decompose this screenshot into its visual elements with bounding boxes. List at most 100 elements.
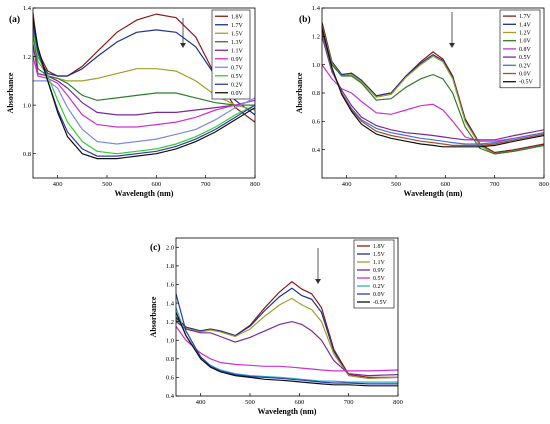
y-tick-label: 1.4 <box>23 5 32 12</box>
down-arrow-icon <box>315 279 321 284</box>
down-arrow-icon <box>449 43 455 48</box>
legend-entry: -0.5V <box>373 300 387 306</box>
legend-entry: 1.7V <box>519 14 532 20</box>
x-tick-label: 500 <box>102 181 112 188</box>
legend-entry: 1.4V <box>519 22 532 28</box>
y-tick-label: 0.6 <box>166 375 175 382</box>
series-line-0.0V <box>176 293 398 385</box>
legend-entry: 1.8V <box>231 14 244 20</box>
series-lines <box>176 280 398 387</box>
series-line-1.5V <box>176 287 398 379</box>
x-axis-label: Wavelength (nm) <box>258 407 317 416</box>
legend-entry: 1.3V <box>231 40 244 46</box>
y-tick-label: 1.4 <box>166 300 175 307</box>
series-line-0.0V <box>33 17 255 160</box>
x-tick-label: 400 <box>196 399 206 406</box>
y-tick-label: 0.8 <box>166 356 174 363</box>
y-tick-label: 1.2 <box>23 54 31 61</box>
legend-entry: 0.0V <box>231 91 244 97</box>
x-axis-label: Wavelength (nm) <box>115 189 174 198</box>
y-axis-label: Absorbance <box>149 296 158 337</box>
series-line-0.5V <box>176 325 398 372</box>
x-tick-label: 600 <box>151 181 161 188</box>
legend-entry: 0.8V <box>519 47 532 53</box>
series-line-1.8V <box>33 12 255 123</box>
x-tick-label: 500 <box>245 399 255 406</box>
y-tick-label: 1.2 <box>166 319 174 326</box>
legend-entry: 0.0V <box>519 72 532 78</box>
x-tick-label: 700 <box>490 181 500 188</box>
series-line-0.9V <box>176 320 398 377</box>
y-tick-label: 1.0 <box>312 62 320 69</box>
x-tick-label: 400 <box>342 181 352 188</box>
panel-c: 400 500 600 700 800 0.4 0.6 0.8 1.0 1.2 1.4 1.6 1.8 2… <box>149 237 403 416</box>
series-lines <box>322 22 544 155</box>
y-tick-label: 0.8 <box>312 90 320 97</box>
y-tick-label: 1.2 <box>312 34 320 41</box>
series-line-1.1V <box>33 44 255 116</box>
legend-entry: -0.5V <box>519 80 533 86</box>
panel-a: 400 500 600 700 800 0.8 1.0 1.2 1.4 Wavelength (n… <box>6 5 260 198</box>
plot-frame <box>32 7 256 179</box>
y-tick-label: 0.4 <box>166 393 175 400</box>
y-axis-label: Absorbance <box>295 72 304 113</box>
series-lines <box>33 12 255 160</box>
y-tick-label: 0.8 <box>23 151 31 158</box>
legend-entry: 1.1V <box>373 260 386 266</box>
y-tick-label: 1.8 <box>166 263 174 270</box>
legend-entry: 0.2V <box>231 82 244 88</box>
panel-label: (c) <box>150 242 161 253</box>
series-line--0.5V <box>322 27 544 148</box>
y-tick-label: 1.0 <box>166 337 174 344</box>
series-line-1.1V <box>176 297 398 379</box>
series-line-1.2V <box>322 26 544 155</box>
panel-label: (a) <box>9 14 20 25</box>
y-tick-label: 1.4 <box>312 5 321 12</box>
legend-entry: 1.7V <box>231 23 244 29</box>
plot-frame <box>175 237 399 397</box>
y-tick-label: 0.4 <box>312 147 321 154</box>
series-line-0.5V <box>322 36 544 141</box>
y-tick-label: 0.6 <box>312 119 321 126</box>
y-tick-label: 1.6 <box>166 282 175 289</box>
legend-box <box>353 239 395 309</box>
series-line-0.8V <box>322 64 544 142</box>
y-tick-label: 1.0 <box>23 102 31 109</box>
legend-entry: 0.7V <box>231 65 244 71</box>
x-tick-label: 600 <box>440 181 450 188</box>
series-line-1.0V <box>322 29 544 155</box>
x-tick-label: 800 <box>539 181 549 188</box>
legend-entry: 0.5V <box>231 74 244 80</box>
x-tick-label: 800 <box>393 399 403 406</box>
x-axis-label: Wavelength (nm) <box>404 189 463 198</box>
legend-entry: 1.1V <box>231 48 244 54</box>
x-tick-label: 700 <box>201 181 211 188</box>
x-tick-label: 400 <box>53 181 63 188</box>
legend-entry: 0.5V <box>373 276 386 282</box>
series-line--0.5V <box>176 312 398 387</box>
panel-label: (b) <box>299 14 311 25</box>
y-tick-label: 2.0 <box>166 244 174 251</box>
series-line-0.5V <box>33 32 255 155</box>
down-arrow-icon <box>180 43 186 48</box>
panel-b: 400 500 600 700 800 0.4 0.6 0.8 1.0 1.2 1.4 Wavelen… <box>295 5 549 198</box>
legend-entry: 1.5V <box>373 252 386 258</box>
series-line-1.3V <box>33 32 255 106</box>
x-tick-label: 600 <box>294 399 304 406</box>
legend-entry: 1.2V <box>519 31 532 37</box>
series-line-1.7V <box>33 17 255 116</box>
y-axis-label: Absorbance <box>6 72 15 113</box>
series-line-0.9V <box>33 56 255 128</box>
x-tick-label: 700 <box>344 399 354 406</box>
legend-entry: 1.0V <box>519 39 532 45</box>
legend-entry: 0.0V <box>373 292 386 298</box>
legend-entry: 0.9V <box>373 268 386 274</box>
legend-entry: 0.2V <box>373 284 386 290</box>
x-tick-label: 800 <box>250 181 260 188</box>
legend-entry: 1.5V <box>231 31 244 37</box>
legend-entry: 1.8V <box>373 244 386 250</box>
legend-entry: 0.2V <box>519 63 532 69</box>
series-line-0.0V <box>322 30 544 146</box>
legend-entry: 0.9V <box>231 57 244 63</box>
